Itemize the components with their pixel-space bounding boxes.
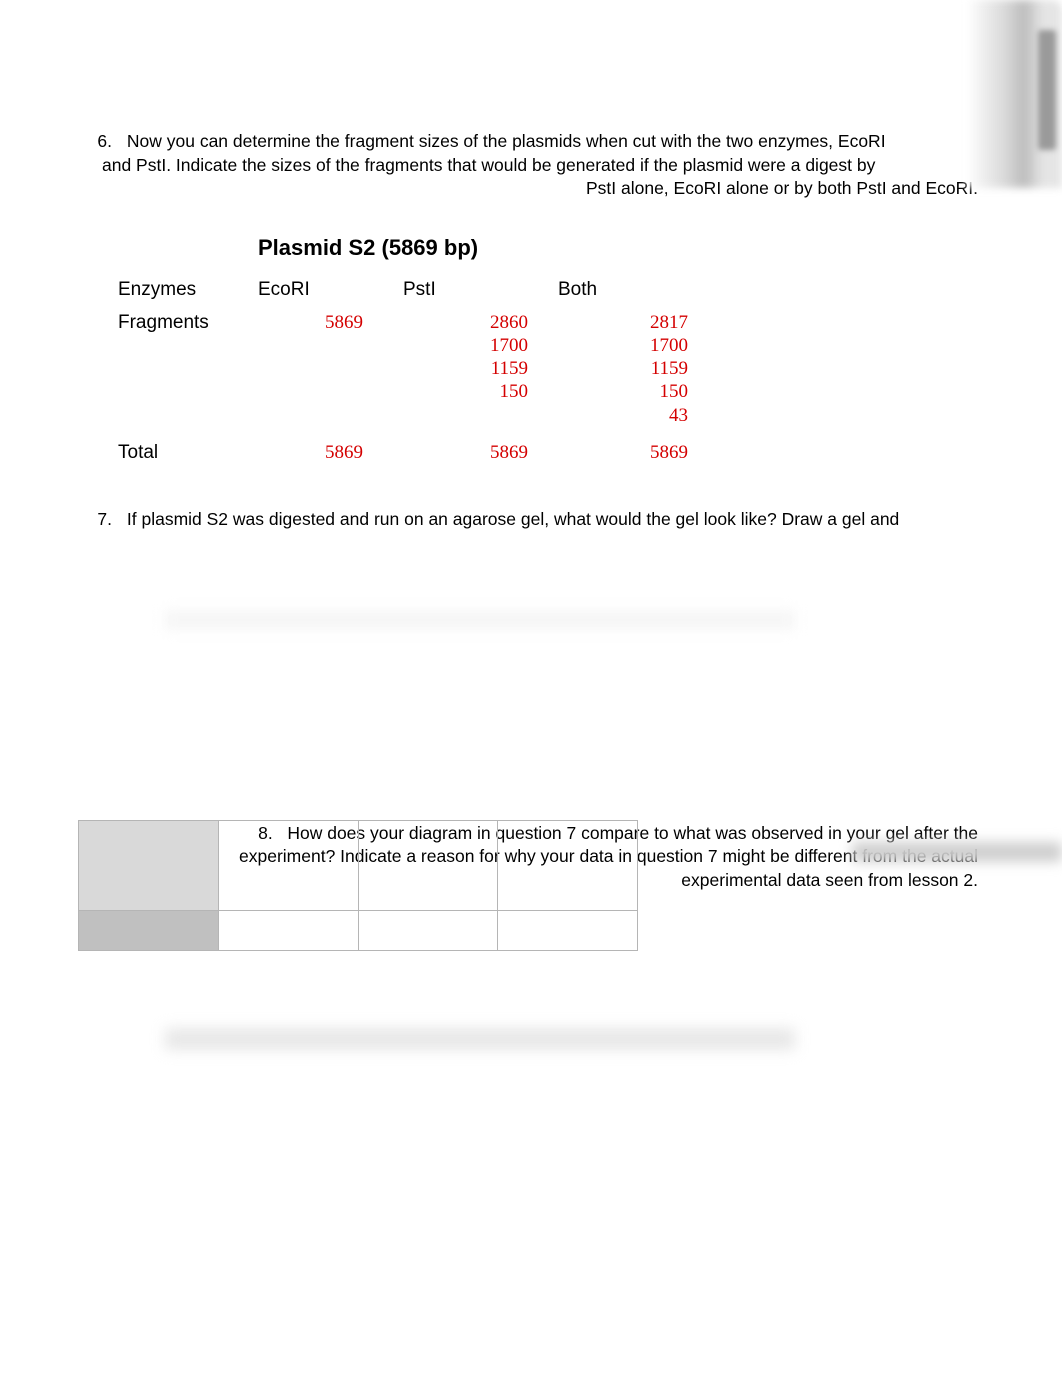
frag-both-2: 1159: [558, 357, 718, 380]
q6-line1: Now you can determine the fragment sizes…: [127, 131, 886, 151]
gel-cell: [218, 911, 358, 951]
q6-line3: PstI alone, EcoRI alone or by both PstI …: [586, 178, 978, 198]
q7-text: If plasmid S2 was digested and run on an…: [127, 509, 899, 529]
blurred-region: [165, 1028, 795, 1050]
frag-both-4: 43: [558, 404, 718, 427]
table-title: Plasmid S2 (5869 bp): [258, 235, 982, 261]
frag-pstl-4: [403, 404, 558, 427]
total-both: 5869: [558, 441, 718, 464]
frag-both-3: 150: [558, 380, 718, 403]
total-label: Total: [118, 441, 258, 464]
header-ecori: EcoRI: [258, 279, 403, 301]
gel-cell: [79, 821, 219, 911]
header-pstl: PstI: [403, 279, 558, 301]
total-row: Total 5869 5869 5869: [118, 441, 982, 464]
gel-cell: [358, 911, 498, 951]
fragment-row: 150 150: [118, 380, 982, 403]
table-header-row: Enzymes EcoRI PstI Both: [118, 279, 982, 301]
question-7: 7. If plasmid S2 was digested and run on…: [80, 508, 982, 532]
frag-ecori-1: [258, 334, 403, 357]
fragment-row: 1700 1700: [118, 334, 982, 357]
page-content: 6. Now you can determine the fragment si…: [0, 0, 1062, 892]
frag-pstl-3: 150: [403, 380, 558, 403]
question-6: 6. Now you can determine the fragment si…: [80, 130, 982, 201]
q8-line3: experimental data seen from lesson 2.: [681, 870, 978, 890]
gel-cell: [79, 911, 219, 951]
gel-table-placeholder: [78, 820, 638, 951]
q6-line2: and PstI. Indicate the sizes of the frag…: [102, 155, 875, 175]
frag-pstl-0: 2860: [403, 311, 558, 334]
total-pstl: 5869: [403, 441, 558, 464]
total-ecori: 5869: [258, 441, 403, 464]
frag-both-0: 2817: [558, 311, 718, 334]
frag-pstl-1: 1700: [403, 334, 558, 357]
page-curl-shadow: [1038, 30, 1056, 150]
frag-ecori-0: 5869: [258, 311, 403, 334]
fragment-row: 43: [118, 404, 982, 427]
header-enzymes: Enzymes: [118, 279, 258, 301]
fragment-row: Fragments 5869 2860 2817: [118, 311, 982, 334]
frag-ecori-2: [258, 357, 403, 380]
frag-both-1: 1700: [558, 334, 718, 357]
fragments-rows: Fragments 5869 2860 2817 1700 1700 1159 …: [118, 311, 982, 427]
fragment-table: Plasmid S2 (5869 bp) Enzymes EcoRI PstI …: [118, 235, 982, 464]
fragment-row: 1159 1159: [118, 357, 982, 380]
frag-ecori-3: [258, 380, 403, 403]
fragments-label: Fragments: [118, 311, 258, 334]
frag-ecori-4: [258, 404, 403, 427]
gel-row: [79, 911, 638, 951]
question-6-text: 6. Now you can determine the fragment si…: [80, 130, 982, 201]
frag-pstl-2: 1159: [403, 357, 558, 380]
blurred-region: [165, 610, 795, 630]
page-curl-mid: [852, 842, 1062, 862]
gel-cell: [358, 821, 498, 911]
gel-cell: [498, 911, 638, 951]
header-both: Both: [558, 279, 718, 301]
q6-number: 6.: [80, 130, 112, 154]
gel-cell: [498, 821, 638, 911]
gel-cell: [218, 821, 358, 911]
gel-row: [79, 821, 638, 911]
q7-number: 7.: [80, 508, 112, 532]
